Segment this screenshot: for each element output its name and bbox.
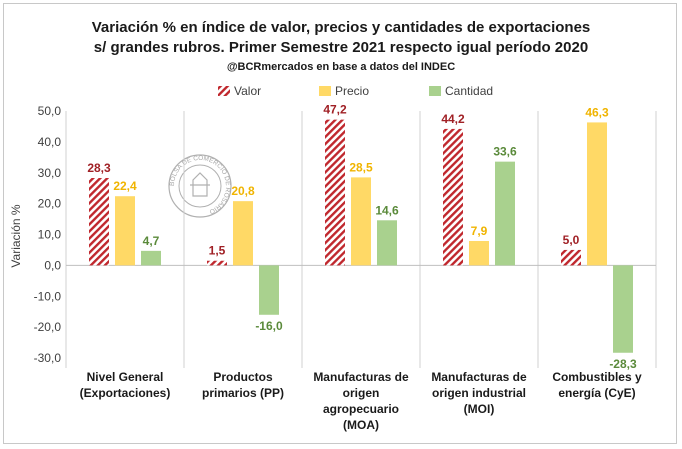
legend-label-cantidad: Cantidad: [445, 84, 493, 98]
legend-label-precio: Precio: [335, 84, 369, 98]
bar-cantidad: [613, 265, 633, 353]
bar-valor: [325, 119, 345, 266]
legend-label-valor: Valor: [234, 84, 261, 98]
watermark-seal: BOLSA DE COMERCIO DE ROSARIO: [168, 154, 232, 218]
category-label: origen: [343, 386, 380, 400]
data-label-cantidad: 14,6: [375, 203, 399, 217]
data-label-cantidad: 4,7: [143, 234, 160, 248]
y-tick-label: -30,0: [34, 351, 62, 365]
data-label-valor: 5,0: [563, 233, 580, 247]
chart-title-line1: Variación % en índice de valor, precios …: [92, 19, 591, 36]
data-label-cantidad: -16,0: [255, 319, 283, 333]
data-label-valor: 1,5: [209, 244, 226, 258]
seal-emblem-icon: [190, 172, 210, 197]
y-tick-label: 10,0: [38, 228, 62, 242]
data-label-cantidad: 33,6: [493, 145, 517, 159]
category-label: (MOA): [343, 418, 379, 432]
category-label: primarios (PP): [202, 386, 284, 400]
y-axis-label: Variación %: [9, 204, 23, 267]
bar-cantidad: [377, 220, 397, 266]
seal-outer-ring: [168, 154, 232, 218]
bar-cantidad: [495, 161, 515, 266]
bar-precio: [233, 201, 253, 266]
y-axis: 50,0 40,0 30,0 20,0 10,0 0,0 -10,0 -20,0 -30,0: [34, 104, 62, 365]
data-label-precio: 28,5: [349, 160, 373, 174]
chart-title-line2: s/ grandes rubros. Primer Semestre 2021 …: [94, 39, 588, 56]
data-label-precio: 46,3: [585, 105, 609, 119]
bar-precio: [587, 122, 607, 266]
chart-subtitle: @BCRmercados en base a datos del INDEC: [227, 61, 455, 73]
legend-swatch-cantidad: [429, 86, 441, 96]
bar-precio: [469, 240, 489, 266]
category-label: Nivel General: [87, 370, 164, 384]
data-label-precio: 22,4: [113, 179, 137, 193]
bar-valor: [443, 128, 463, 266]
category-label: Manufacturas de: [313, 370, 409, 384]
data-label-precio: 20,8: [231, 184, 255, 198]
category-label: energía (CyE): [558, 386, 635, 400]
y-tick-label: 20,0: [38, 197, 62, 211]
bar-valor: [89, 177, 109, 266]
data-label-precio: 7,9: [471, 224, 488, 238]
y-tick-label: 30,0: [38, 166, 62, 180]
legend-swatch-valor: [218, 86, 230, 96]
x-axis-categories: Nivel General (Exportaciones) Productos pri…: [80, 370, 642, 432]
category-label: agropecuario: [323, 402, 399, 416]
legend: Valor Precio Cantidad: [218, 84, 493, 98]
category-label: origen industrial: [432, 386, 526, 400]
data-label-valor: 47,2: [323, 103, 347, 117]
chart-frame: Variación % en índice de valor, precios …: [3, 3, 677, 444]
bar-precio: [351, 177, 371, 266]
bar-cantidad: [141, 250, 161, 266]
y-tick-label: 40,0: [38, 135, 62, 149]
bar-valor: [561, 249, 581, 266]
data-label-cantidad: -28,3: [609, 357, 637, 371]
category-label: Productos: [213, 370, 273, 384]
y-tick-label: -10,0: [34, 289, 62, 303]
bar-cantidad: [259, 265, 279, 315]
bar-valor: [207, 260, 227, 266]
chart-svg: Variación % en índice de valor, precios …: [9, 19, 657, 432]
legend-swatch-precio: [319, 86, 331, 96]
y-tick-label: 0,0: [44, 258, 61, 272]
plot-area: 28,3 1,5 47,2 44,2 5,0 22,4 20,8 28,5 7,9 46,3 4,7…: [65, 103, 657, 371]
seal-inner-ring: [178, 164, 222, 208]
data-label-valor: 44,2: [441, 112, 465, 126]
category-label: (MOI): [464, 402, 495, 416]
data-label-valor: 28,3: [87, 161, 111, 175]
category-label: (Exportaciones): [80, 386, 171, 400]
y-tick-label: -20,0: [34, 320, 62, 334]
category-label: Combustibles y: [552, 370, 642, 384]
bar-precio: [115, 196, 135, 266]
category-label: Manufacturas de: [431, 370, 527, 384]
y-tick-label: 50,0: [38, 104, 62, 118]
